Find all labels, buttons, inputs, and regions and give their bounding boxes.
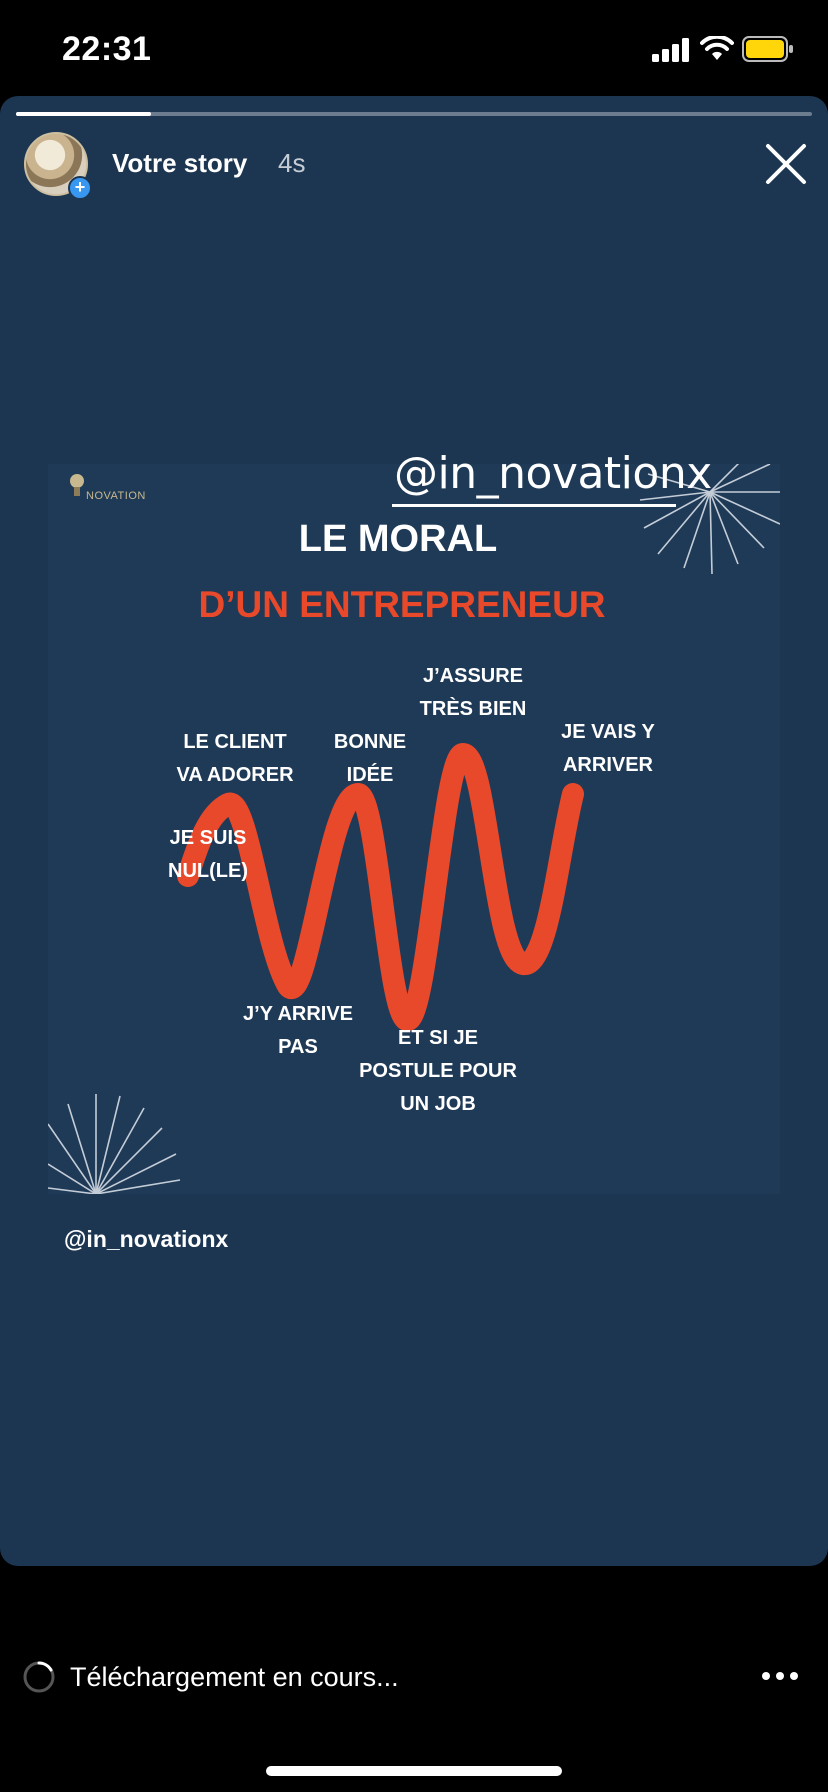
wifi-icon [700,36,734,60]
loading-spinner-icon [23,1661,55,1693]
battery-icon [742,36,793,62]
label-et-si-je: ET SI JE POSTULE POUR UN JOB [359,1027,517,1115]
home-indicator[interactable] [266,1766,562,1776]
status-bar: 22:31 [0,0,828,96]
close-icon[interactable] [762,140,810,188]
story-progress-fill [16,112,152,116]
story-username[interactable]: Votre story [112,148,248,178]
story-progress-bar [16,112,812,116]
label-je-suis-nul: JE SUIS NUL(LE) [168,827,248,882]
more-icon[interactable] [760,1664,800,1688]
add-story-icon[interactable]: + [68,176,92,200]
label-le-client: LE CLIENT VA ADORER [176,731,294,786]
post-decoration [48,464,780,1194]
label-jy-arrive-pas: J’Y ARRIVE PAS [242,1003,354,1058]
label-jassure: J’ASSURE TRÈS BIEN [419,665,527,720]
starburst-top-right [639,464,780,575]
story-viewer[interactable]: + Votre story 4s [0,96,828,1566]
download-status: Téléchargement en cours... [70,1662,399,1692]
brand-logo-icon [70,474,84,496]
story-timestamp: 4s [278,148,306,178]
brand-name: NOVATION [86,490,146,502]
story-post-image: NOVATION LE MORAL D’UN ENTREPRENEUR JE S… [48,464,780,1194]
label-je-vais: JE VAIS Y ARRIVER [561,721,655,776]
bottom-bar: Téléchargement en cours... [0,1566,828,1792]
story-caption[interactable]: @in_novationx [64,1226,229,1252]
starburst-bottom-left [48,1094,181,1194]
post-title-line2: D’UN ENTREPRENEUR [198,584,606,625]
post-title-line1: LE MORAL [298,518,498,560]
mention-underline [392,504,676,507]
mood-wave [177,743,584,1031]
cellular-signal-icon [652,38,689,62]
label-bonne-idee: BONNE IDÉE [333,731,407,786]
status-time: 22:31 [62,30,152,68]
mention-sticker[interactable]: @in_novationx [394,448,712,499]
